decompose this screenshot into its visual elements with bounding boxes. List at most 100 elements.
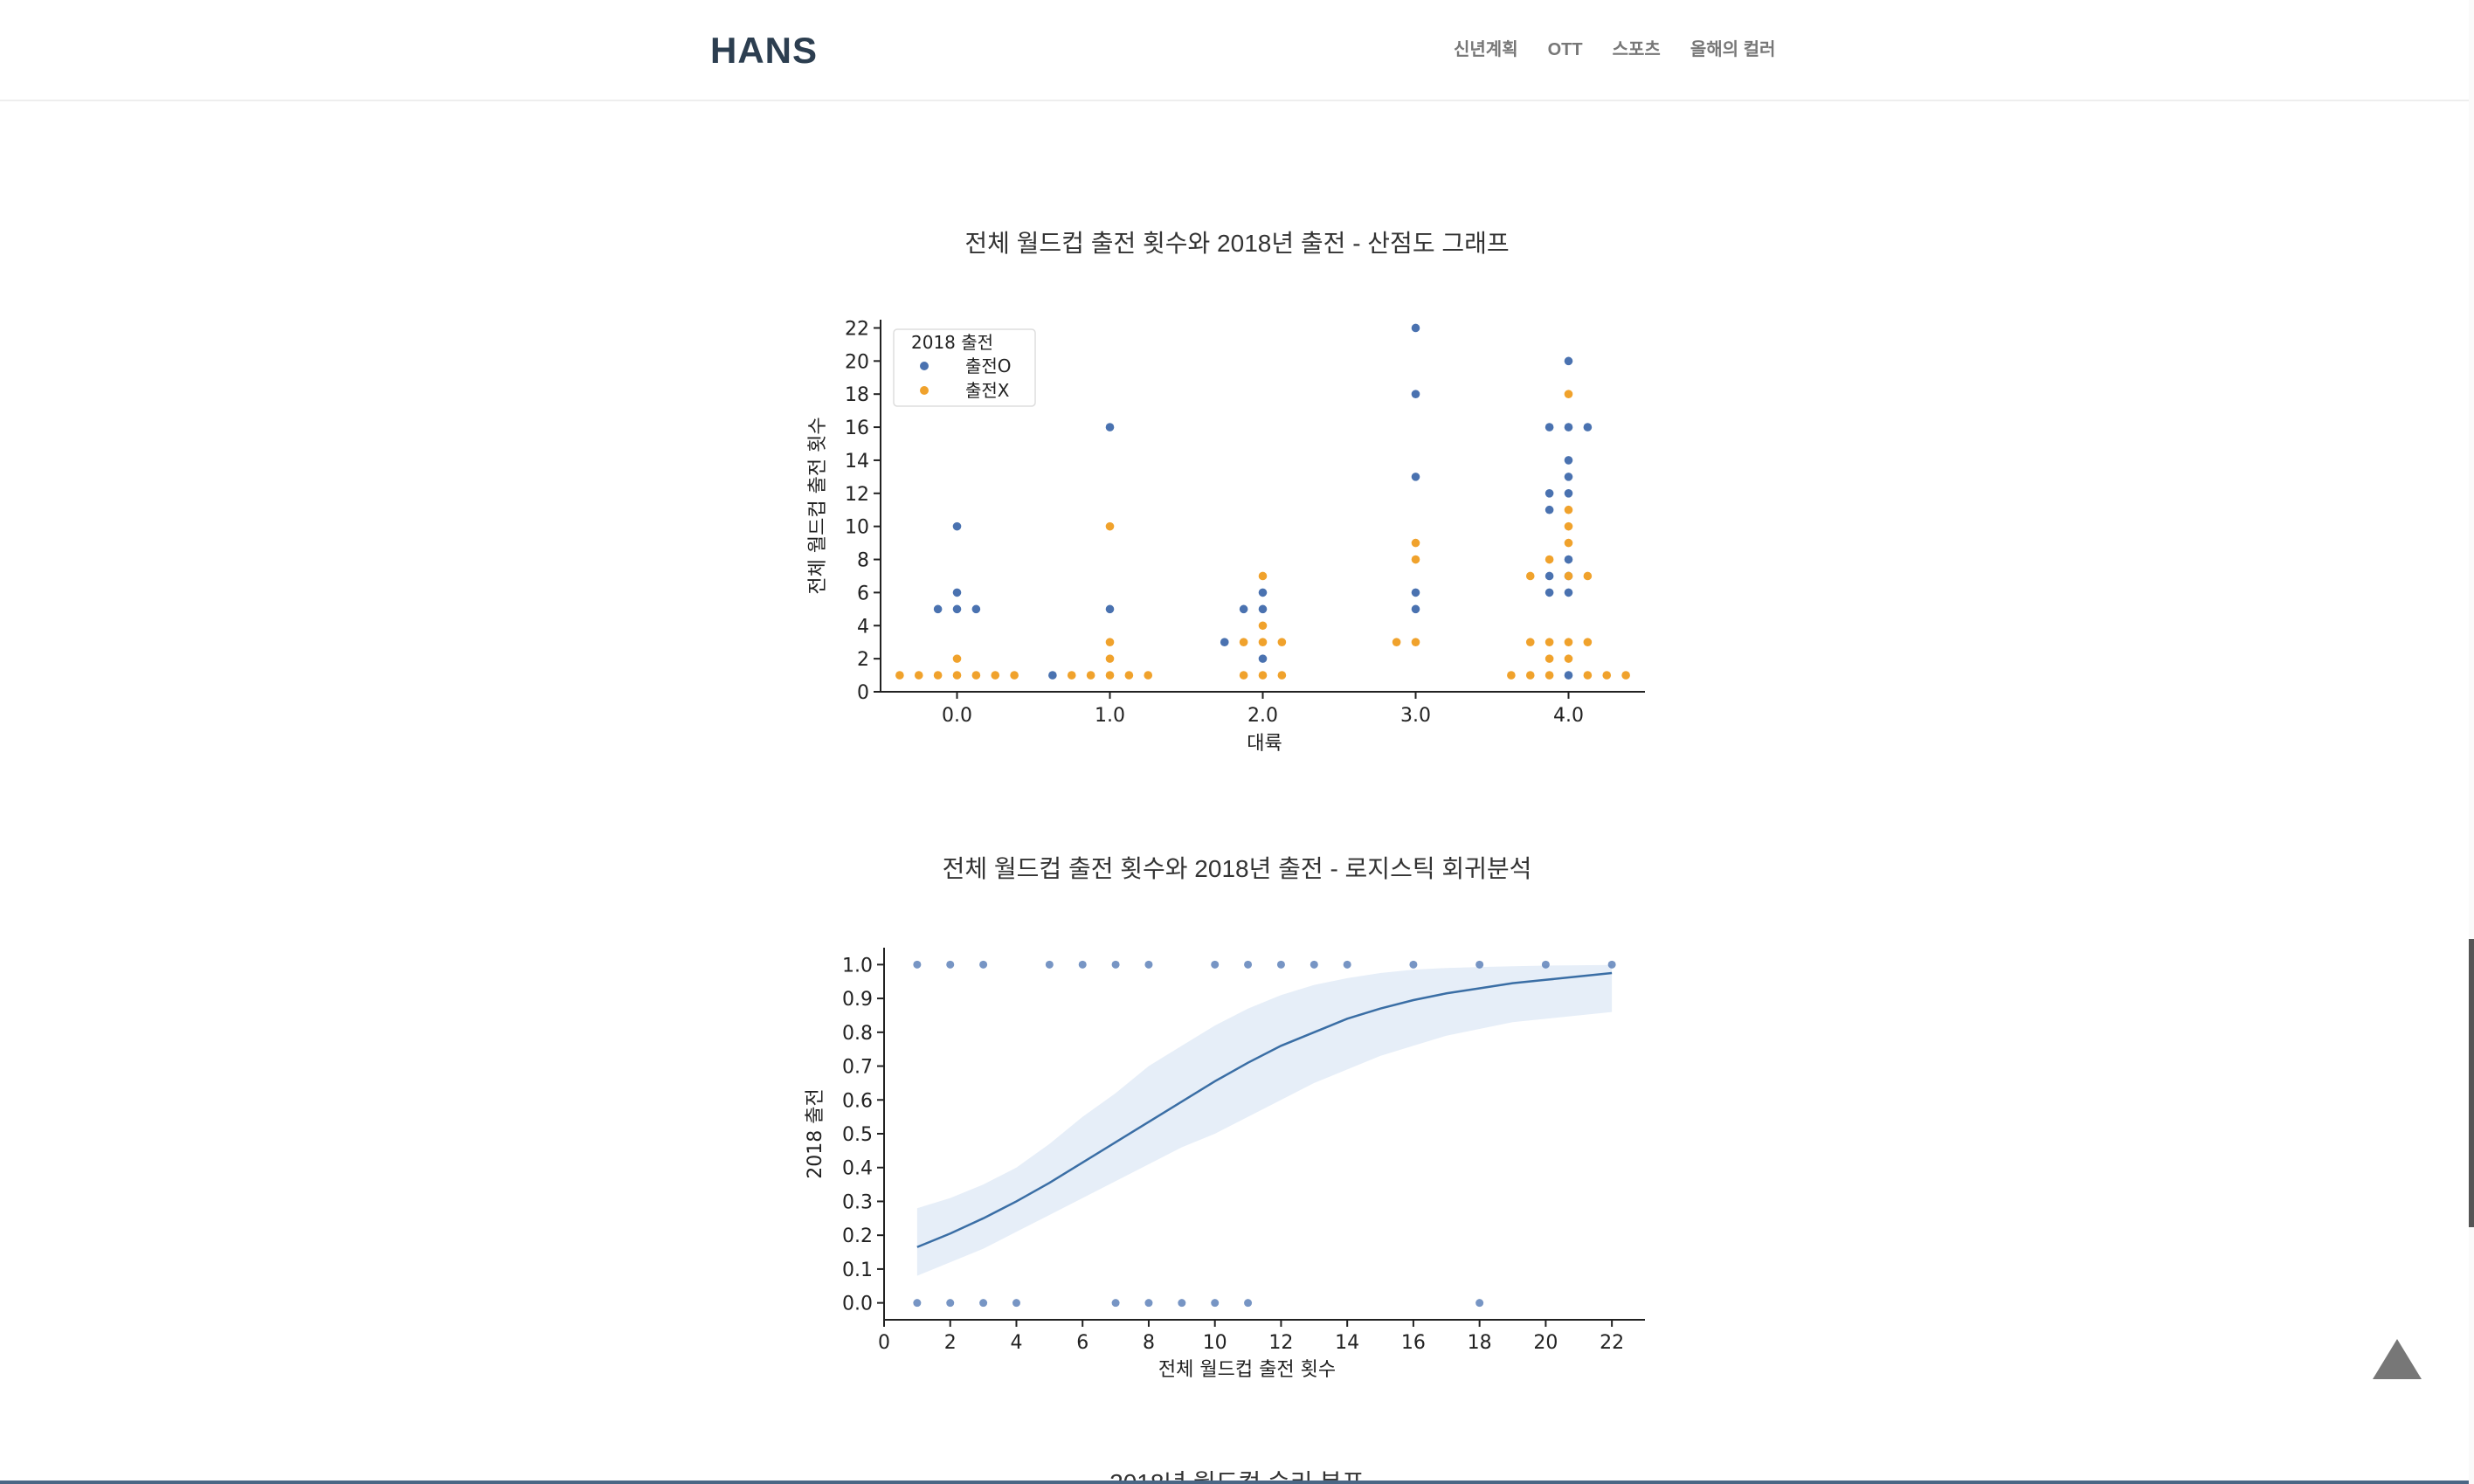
point-not-participated (1583, 571, 1593, 581)
point-y0 (946, 1299, 955, 1308)
y-tick-label: 0.9 (842, 989, 873, 1011)
point-participated (1258, 654, 1268, 663)
brand-logo[interactable]: HANS (710, 30, 819, 71)
y-axis-label: 전체 월드컵 출전 횟수 (807, 417, 829, 594)
y-tick-label: 0.3 (842, 1191, 873, 1213)
x-tick-label: 14 (1335, 1332, 1359, 1354)
point-y0 (913, 1299, 922, 1308)
y-tick-label: 8 (857, 550, 869, 572)
point-participated (1105, 423, 1115, 431)
point-participated (1564, 473, 1573, 481)
point-participated (1105, 604, 1115, 614)
y-tick-label: 16 (845, 418, 869, 439)
point-participated (952, 604, 962, 614)
point-participated (1411, 588, 1420, 597)
point-y1 (1607, 960, 1616, 969)
x-tick-label: 18 (1468, 1332, 1492, 1354)
main-nav: 신년계획 OTT 스포츠 올해의 컬러 (1454, 35, 1775, 65)
y-tick-label: 12 (845, 484, 869, 506)
bottom-divider (0, 1481, 2474, 1484)
y-tick-label: 22 (845, 318, 869, 340)
x-tick-label: 2.0 (1247, 705, 1278, 727)
point-y1 (1078, 960, 1087, 969)
logistic-regression-chart: 0.0 0.1 0.2 0.3 0.4 0.5 0.6 0.7 0.8 0.9 1.0 0 2 4 6 8 10… (805, 948, 1645, 1381)
y-tick-label: 0.6 (842, 1090, 873, 1112)
x-tick-label: 22 (1600, 1332, 1624, 1354)
x-tick-label: 6 (1076, 1332, 1088, 1354)
x-tick-label: 2 (944, 1332, 957, 1354)
point-not-participated (1545, 555, 1554, 564)
x-tick-label: 0.0 (942, 705, 972, 727)
point-participated (1545, 489, 1554, 498)
scrollbar-track[interactable] (2469, 0, 2474, 1484)
y-tick-label: 4 (857, 616, 869, 638)
point-not-participated (1602, 671, 1612, 680)
point-y1 (1111, 960, 1120, 969)
nav-item-ott[interactable]: OTT (1547, 40, 1583, 59)
legend-label: 출전X (965, 380, 1010, 401)
scatter-chart: 0 2 4 6 8 10 12 14 16 18 20 22 0.0 1.0 2.0 3.0 4.0 대륙 전체 월… (807, 318, 1645, 755)
point-not-participated (1239, 638, 1248, 646)
nav-item-new-year-plan[interactable]: 신년계획 (1454, 40, 1518, 59)
point-not-participated (1545, 638, 1554, 646)
y-tick-label: 0.8 (842, 1023, 873, 1045)
point-participated (952, 521, 962, 531)
legend-box (893, 328, 1036, 407)
point-not-participated (1525, 671, 1535, 680)
scrollbar-thumb[interactable] (2469, 939, 2474, 1227)
x-axis-label: 전체 월드컵 출전 횟수 (1158, 1359, 1336, 1381)
point-not-participated (1411, 538, 1420, 548)
point-not-participated (1067, 671, 1076, 680)
legend-marker (920, 386, 929, 395)
point-y1 (1276, 960, 1285, 969)
point-participated (1239, 604, 1248, 614)
back-to-top-button[interactable] (2373, 1339, 2422, 1379)
point-y1 (913, 960, 922, 969)
point-not-participated (1258, 621, 1268, 631)
point-not-participated (1411, 638, 1420, 646)
legend-marker (920, 362, 929, 370)
point-not-participated (1564, 638, 1573, 646)
point-participated (1564, 489, 1573, 498)
point-y1 (946, 960, 955, 969)
point-not-participated (1545, 654, 1554, 663)
legend-label: 출전O (965, 355, 1012, 376)
y-tick-label: 0.7 (842, 1057, 873, 1079)
point-y1 (1211, 960, 1220, 969)
point-not-participated (1583, 671, 1593, 680)
point-not-participated (1105, 671, 1115, 680)
point-participated (971, 604, 981, 614)
y-tick-label: 0.4 (842, 1158, 873, 1180)
point-not-participated (1258, 638, 1268, 646)
point-not-participated (1564, 571, 1573, 581)
point-y1 (1045, 960, 1054, 969)
y-tick-label: 0.1 (842, 1260, 873, 1281)
point-not-participated (914, 671, 923, 680)
point-participated (1545, 571, 1554, 581)
point-participated (1258, 604, 1268, 614)
y-tick-label: 20 (845, 351, 869, 373)
point-not-participated (1525, 571, 1535, 581)
point-y1 (1310, 960, 1318, 969)
x-tick-label: 10 (1203, 1332, 1227, 1354)
point-y0 (979, 1299, 988, 1308)
point-not-participated (1124, 671, 1134, 680)
point-y0 (1111, 1299, 1120, 1308)
point-not-participated (1392, 638, 1401, 646)
nav-item-sports[interactable]: 스포츠 (1612, 40, 1661, 59)
point-not-participated (895, 671, 904, 680)
point-not-participated (1564, 390, 1573, 398)
point-y1 (1475, 960, 1484, 969)
point-participated (1411, 323, 1420, 333)
point-participated (1545, 423, 1554, 431)
y-axis-label: 2018 출전 (805, 1088, 826, 1178)
point-not-participated (933, 671, 943, 680)
point-not-participated (1411, 555, 1420, 564)
x-tick-label: 4 (1010, 1332, 1022, 1354)
point-not-participated (1239, 671, 1248, 680)
point-participated (1564, 671, 1573, 680)
point-not-participated (1564, 505, 1573, 514)
y-tick-label: 14 (845, 451, 869, 473)
x-tick-label: 8 (1143, 1332, 1155, 1354)
nav-item-color-of-year[interactable]: 올해의 컬러 (1690, 40, 1776, 59)
